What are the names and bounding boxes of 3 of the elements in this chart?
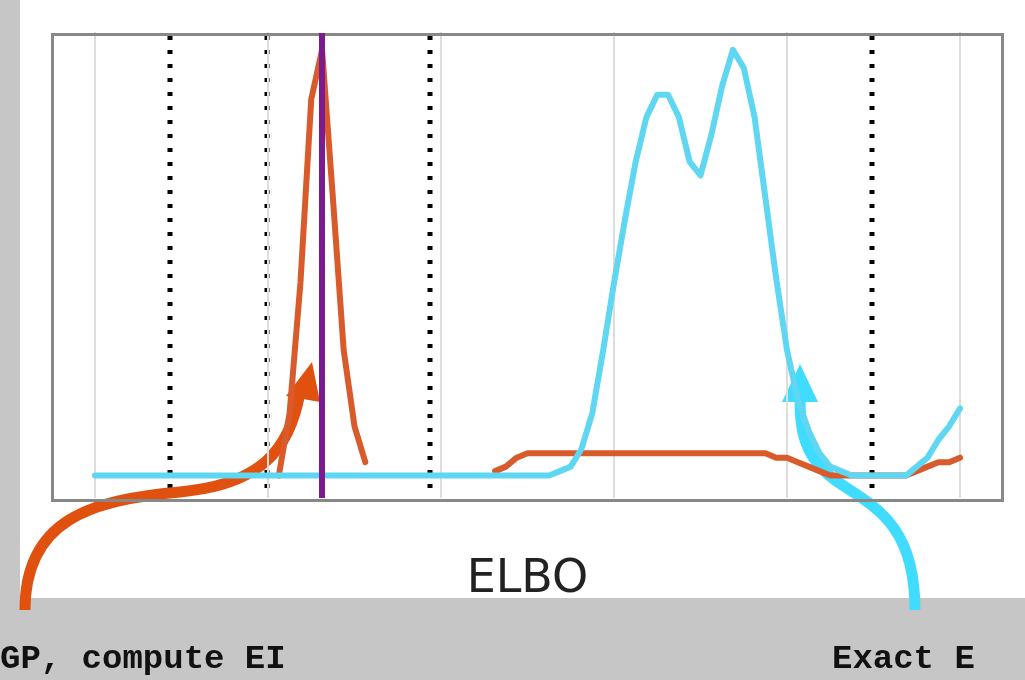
text: GP, compute EI [0, 640, 286, 678]
text: Exact E [832, 640, 975, 678]
x-axis-title: ELBO [466, 549, 589, 603]
